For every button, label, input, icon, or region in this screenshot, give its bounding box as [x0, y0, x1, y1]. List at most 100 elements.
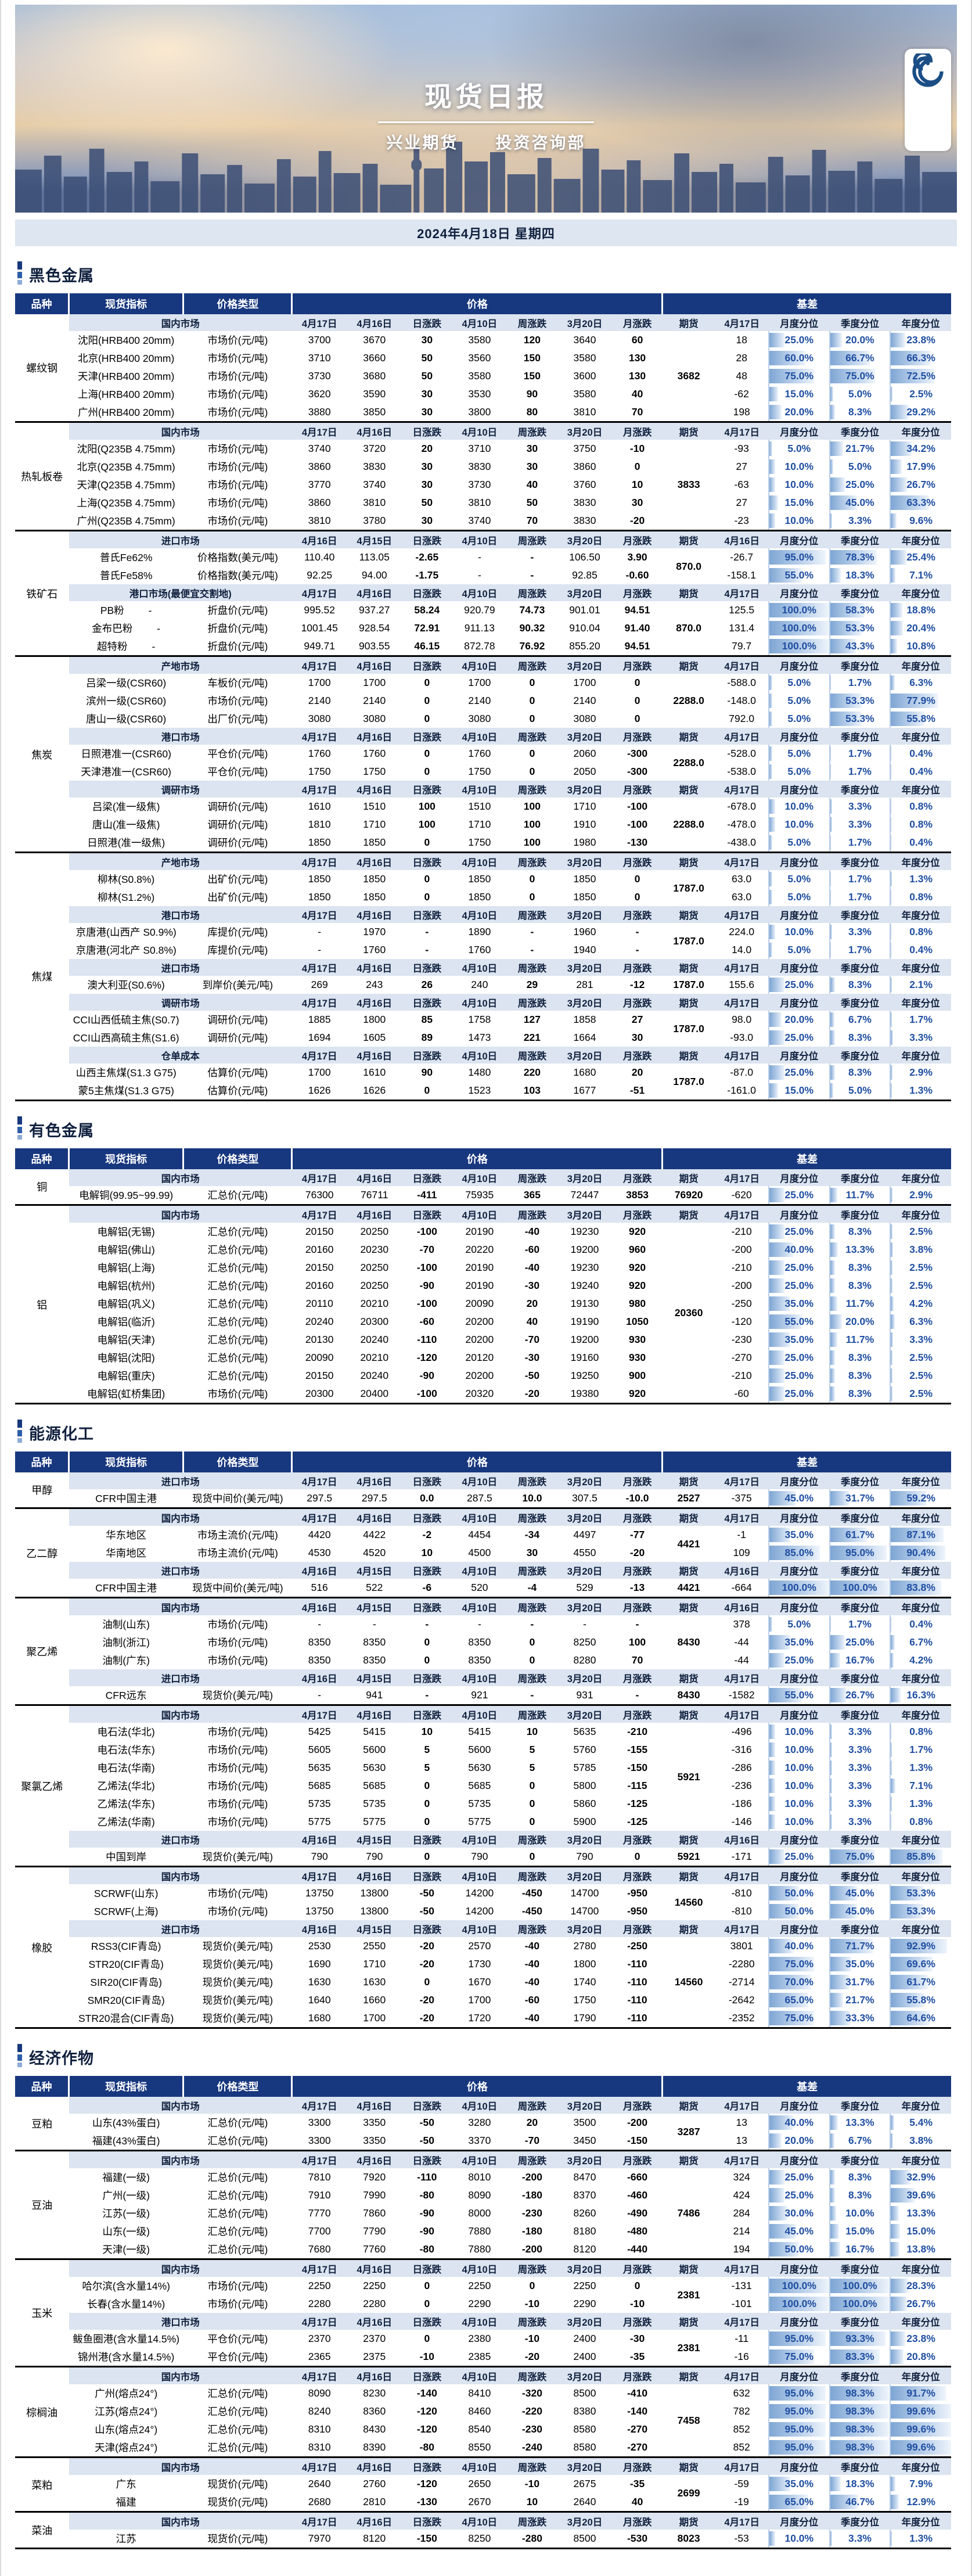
- percentile-value: 2.9%: [909, 1189, 933, 1201]
- percentile-value: 8.3%: [848, 1066, 872, 1078]
- price-cell: 2810: [347, 2493, 402, 2512]
- basis-cell: 424: [715, 2186, 769, 2204]
- price-cell: 941: [347, 1686, 402, 1705]
- change-cell: 10: [402, 1723, 452, 1741]
- percentile-value: 3.3%: [848, 1816, 872, 1827]
- price-cell: 1670: [452, 1973, 507, 1991]
- futures-price-cell: 8430: [663, 1615, 715, 1669]
- price-cell: 14700: [557, 1902, 613, 1920]
- price-cell: 1750: [347, 763, 402, 781]
- percentile-header: 年度分位: [890, 2458, 951, 2476]
- percentile-cell: 25.0%: [769, 1259, 830, 1277]
- date-header: 期货: [663, 2313, 715, 2330]
- price-cell: 106.50: [557, 548, 613, 566]
- percentile-value: 46.7%: [845, 2496, 874, 2507]
- date-header: 4月17日: [292, 1705, 347, 1723]
- price-cell: 8500: [557, 2530, 613, 2549]
- percentile-cell: 20.0%: [830, 1313, 891, 1331]
- price-cell: 2140: [557, 692, 613, 710]
- percentile-header: 季度分位: [830, 1047, 891, 1064]
- change-cell: 920: [612, 1223, 663, 1241]
- percentile-value: 0.4%: [909, 1618, 933, 1630]
- price-type-cell: 汇总价(元/吨): [183, 1259, 292, 1277]
- date-header: 月涨跌: [612, 584, 663, 601]
- change-cell: 220: [507, 1064, 557, 1082]
- indicator-cell: CFR中国主港: [69, 1579, 183, 1598]
- basis-cell: -148.0: [715, 692, 769, 710]
- price-type-cell: 汇总价(元/吨): [183, 1349, 292, 1367]
- indicator-cell: 电石法(华东): [69, 1741, 183, 1759]
- change-cell: -10: [612, 440, 663, 458]
- price-type-cell: 折盘价(元/吨): [183, 637, 292, 656]
- indicator-name: 江苏(熔点24°): [95, 2406, 157, 2417]
- price-cell: 8240: [292, 2402, 347, 2420]
- basis-cell: 194: [715, 2240, 769, 2259]
- date-header: 4月17日: [715, 959, 769, 976]
- price-type-cell: 汇总价(元/吨): [183, 1277, 292, 1295]
- price-cell: -: [292, 1686, 347, 1705]
- price-cell: 3530: [452, 385, 507, 403]
- percentile-header: 月度分位: [769, 1920, 830, 1937]
- change-cell: -180: [507, 2222, 557, 2240]
- change-cell: 3.90: [612, 548, 663, 566]
- percentile-bar: [830, 1653, 840, 1668]
- percentile-bar: [891, 1278, 892, 1293]
- percentile-value: 25.0%: [784, 1654, 813, 1666]
- date-header: 3月20日: [557, 584, 613, 601]
- price-type-cell: 到岸价(美元/吨): [183, 976, 292, 994]
- percentile-value: 6.7%: [848, 2135, 872, 2146]
- price-cell: 3830: [557, 512, 613, 531]
- percentile-value: 3.3%: [848, 1798, 872, 1809]
- indicator-name: 锦州港(含水量14.5%): [78, 2351, 174, 2363]
- price-cell: 3350: [347, 2132, 402, 2151]
- market-label: 国内市场: [69, 1598, 292, 1616]
- percentile-cell: 40.0%: [769, 2114, 830, 2132]
- percentile-header: 季度分位: [830, 781, 891, 797]
- percentile-bar: [769, 978, 784, 992]
- indicator-name: 吕梁一级(CSR60): [86, 677, 166, 689]
- price-cell: 8280: [557, 1651, 613, 1669]
- percentile-cell: 93.3%: [830, 2330, 891, 2348]
- percentile-cell: 5.0%: [830, 1082, 891, 1101]
- percentile-bar: [769, 1849, 784, 1864]
- date-header: 期货: [663, 1169, 715, 1186]
- percentile-value: 23.8%: [906, 2333, 935, 2344]
- indicator-cell: 广州(Q235B 4.75mm): [69, 512, 183, 531]
- percentile-cell: 66.7%: [830, 349, 891, 367]
- price-cell: -: [452, 1615, 507, 1633]
- percentile-cell: 45.0%: [830, 494, 891, 512]
- date-header: 月涨跌: [612, 656, 663, 674]
- variety-cell: 聚氯乙烯: [15, 1705, 69, 1867]
- percentile-value: 5.0%: [787, 766, 811, 777]
- price-type-cell: 市场价(元/吨): [183, 1884, 292, 1902]
- basis-cell: 632: [715, 2384, 769, 2402]
- price-cell: 1760: [452, 941, 507, 959]
- change-cell: -2.65: [402, 548, 452, 566]
- date-header: 4月10日: [452, 1047, 507, 1064]
- variety-cell: 铁矿石: [15, 531, 69, 656]
- basis-cell: 852: [715, 2420, 769, 2438]
- price-cell: 3680: [347, 367, 402, 385]
- change-cell: -100: [402, 1259, 452, 1277]
- date-header: 期货: [663, 1472, 715, 1489]
- percentile-header: 年度分位: [890, 656, 951, 674]
- price-cell: 5735: [452, 1795, 507, 1813]
- basis-cell: -528.0: [715, 745, 769, 763]
- percentile-value: 75.0%: [784, 370, 813, 382]
- indicator-name: CFR中国主港: [95, 1493, 157, 1504]
- price-cell: 1680: [557, 1064, 613, 1082]
- percentile-value: 15.0%: [784, 1084, 813, 1096]
- percentile-header: 月度分位: [769, 1867, 830, 1885]
- change-cell: 40: [507, 1313, 557, 1331]
- price-cell: 1677: [557, 1082, 613, 1101]
